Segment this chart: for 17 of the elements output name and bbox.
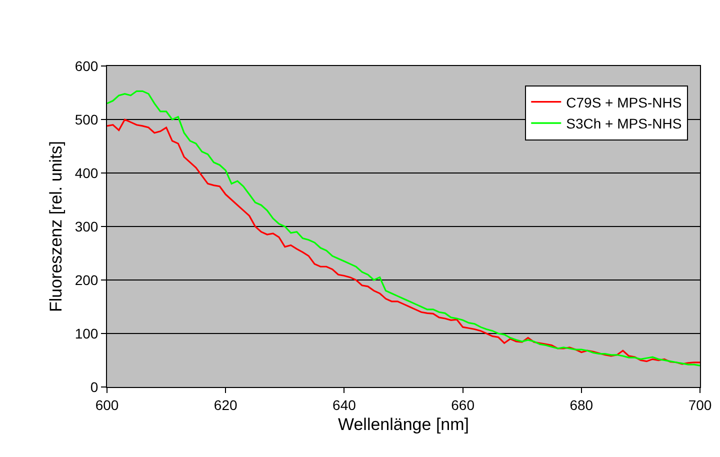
y-tick-label: 500: [74, 111, 98, 128]
y-tick-label: 100: [74, 325, 98, 342]
y-axis-title: Fluoreszenz [rel. units]: [46, 140, 66, 312]
x-axis-title: Wellenlänge [nm]: [338, 415, 470, 434]
y-tick-label: 200: [74, 272, 98, 288]
y-tick-label: 0: [90, 378, 98, 395]
x-tick-label: 600: [95, 396, 119, 413]
x-tick-label: 660: [451, 396, 475, 413]
y-tick-label: 400: [74, 164, 98, 181]
y-tick-label: 300: [74, 218, 98, 234]
legend-label: C79S + MPS-NHS: [566, 94, 682, 110]
y-tick-label: 600: [74, 58, 98, 74]
legend-label: S3Ch + MPS-NHS: [566, 116, 682, 132]
x-tick-label: 640: [332, 396, 356, 413]
x-tick-label: 620: [214, 396, 238, 413]
x-tick-label: 680: [570, 396, 594, 413]
x-tick-label: 700: [688, 396, 712, 413]
